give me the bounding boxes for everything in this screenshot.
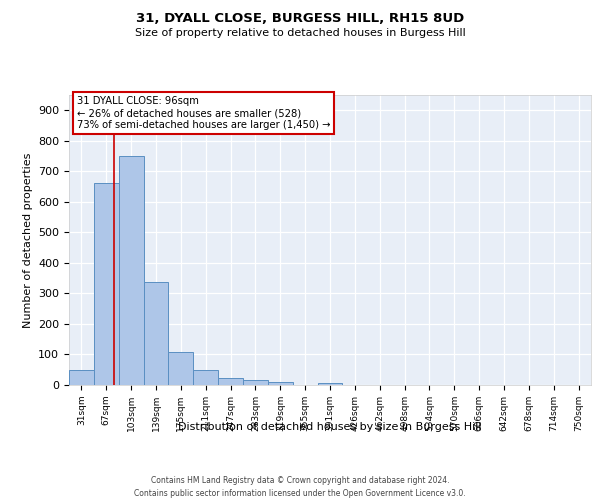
Bar	[119, 156, 143, 385]
Bar	[143, 282, 169, 385]
Bar	[268, 382, 293, 385]
Text: Contains HM Land Registry data © Crown copyright and database right 2024.: Contains HM Land Registry data © Crown c…	[151, 476, 449, 485]
Bar	[243, 380, 268, 385]
Text: Size of property relative to detached houses in Burgess Hill: Size of property relative to detached ho…	[134, 28, 466, 38]
Bar	[69, 370, 94, 385]
Bar	[218, 378, 243, 385]
Text: 31, DYALL CLOSE, BURGESS HILL, RH15 8UD: 31, DYALL CLOSE, BURGESS HILL, RH15 8UD	[136, 12, 464, 26]
Bar	[169, 352, 193, 385]
Bar	[317, 382, 343, 385]
Text: 31 DYALL CLOSE: 96sqm
← 26% of detached houses are smaller (528)
73% of semi-det: 31 DYALL CLOSE: 96sqm ← 26% of detached …	[77, 96, 331, 130]
Text: Distribution of detached houses by size in Burgess Hill: Distribution of detached houses by size …	[178, 422, 482, 432]
Bar	[94, 182, 119, 385]
Y-axis label: Number of detached properties: Number of detached properties	[23, 152, 32, 328]
Text: Contains public sector information licensed under the Open Government Licence v3: Contains public sector information licen…	[134, 489, 466, 498]
Bar	[193, 370, 218, 385]
